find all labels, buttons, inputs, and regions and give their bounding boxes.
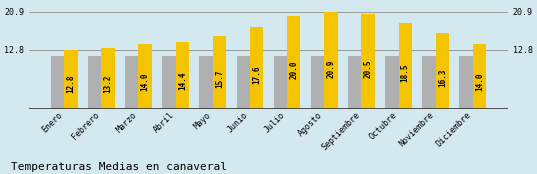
Text: 14.0: 14.0 xyxy=(141,73,150,91)
Text: 13.2: 13.2 xyxy=(104,74,113,93)
Text: 20.0: 20.0 xyxy=(289,61,298,79)
Bar xyxy=(213,36,226,109)
Bar xyxy=(311,56,324,109)
Bar xyxy=(287,16,300,109)
Text: 20.9: 20.9 xyxy=(326,59,336,78)
Bar xyxy=(361,14,375,109)
Text: 14.4: 14.4 xyxy=(178,72,187,90)
Bar xyxy=(101,48,115,109)
Bar xyxy=(473,44,486,109)
Bar xyxy=(250,27,263,109)
Bar xyxy=(385,56,398,109)
Bar xyxy=(237,56,250,109)
Bar xyxy=(274,56,287,109)
Bar xyxy=(88,56,101,109)
Text: 15.7: 15.7 xyxy=(215,69,224,88)
Text: 18.5: 18.5 xyxy=(401,64,410,82)
Bar xyxy=(460,56,473,109)
Bar xyxy=(436,33,449,109)
Bar xyxy=(64,49,77,109)
Text: 17.6: 17.6 xyxy=(252,66,261,84)
Bar xyxy=(139,44,152,109)
Bar xyxy=(176,42,189,109)
Bar xyxy=(125,56,139,109)
Text: 16.3: 16.3 xyxy=(438,68,447,87)
Bar xyxy=(199,56,213,109)
Text: 14.0: 14.0 xyxy=(475,73,484,91)
Bar xyxy=(348,56,361,109)
Text: Temperaturas Medias en canaveral: Temperaturas Medias en canaveral xyxy=(11,162,227,172)
Text: 12.8: 12.8 xyxy=(67,75,75,93)
Bar xyxy=(162,56,176,109)
Bar xyxy=(398,23,412,109)
Bar xyxy=(51,56,64,109)
Text: 20.5: 20.5 xyxy=(364,60,373,78)
Bar xyxy=(422,56,436,109)
Bar xyxy=(324,12,338,109)
